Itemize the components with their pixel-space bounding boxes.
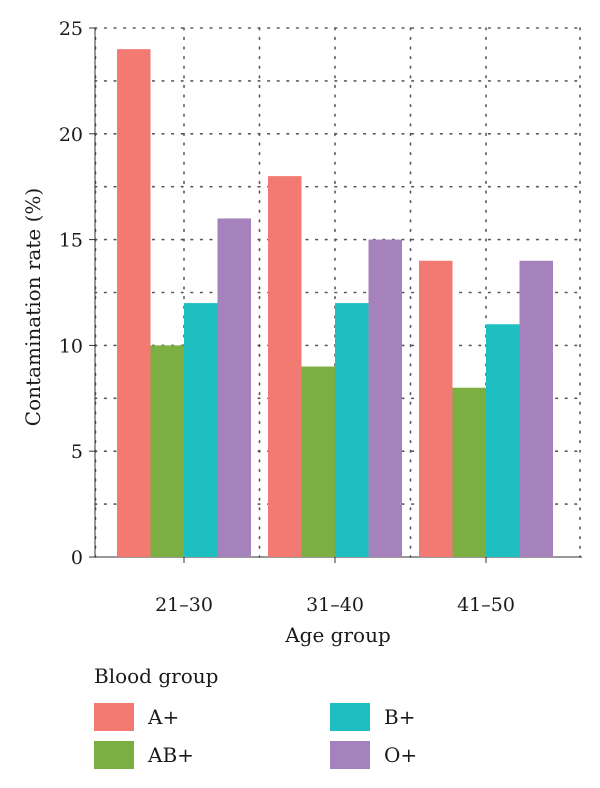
x-tick-label: 31–40 (306, 594, 364, 616)
y-tick-label: 20 (59, 124, 83, 146)
x-tick-label: 41–50 (457, 594, 515, 616)
bar-opos-2 (368, 239, 402, 557)
x-axis-label: Age group (284, 623, 391, 647)
y-axis-label: Contamination rate (%) (21, 188, 45, 426)
bar-apos-3 (419, 260, 453, 557)
legend-swatch (94, 703, 134, 731)
y-tick-label: 5 (71, 441, 83, 463)
bar-abpos-3 (452, 387, 486, 557)
bar-opos-3 (519, 260, 553, 557)
y-tick-label: 0 (71, 547, 83, 569)
legend-label: B+ (384, 705, 416, 729)
x-tick-labels: 21–30 31–40 41–50 (155, 557, 515, 616)
bar-bpos-3 (486, 324, 520, 557)
y-tick-label: 10 (59, 335, 83, 357)
legend-label: O+ (384, 743, 418, 767)
y-tick-labels: 0 5 10 15 20 25 (59, 18, 95, 569)
legend: Blood group A+ AB+ B+ O+ (94, 664, 574, 784)
legend-swatch (330, 703, 370, 731)
bar-apos-2 (268, 176, 302, 557)
bars (117, 49, 553, 557)
bar-opos-1 (217, 218, 251, 557)
x-tick-label: 21–30 (155, 594, 213, 616)
bar-chart: 0 5 10 15 20 25 21–30 31–40 41–50 Age group Con… (21, 18, 583, 647)
legend-swatch (330, 741, 370, 769)
legend-item: B+ (330, 702, 415, 732)
y-tick-label: 25 (59, 18, 83, 40)
bar-apos-1 (117, 49, 151, 557)
legend-title: Blood group (94, 664, 219, 688)
legend-swatch (94, 741, 134, 769)
legend-item: A+ (94, 702, 179, 732)
y-tick-label: 15 (59, 230, 83, 252)
bar-abpos-2 (301, 366, 335, 557)
legend-item: AB+ (94, 740, 194, 770)
legend-label: AB+ (148, 743, 194, 767)
legend-item: O+ (330, 740, 417, 770)
bar-abpos-1 (150, 345, 184, 557)
bar-bpos-2 (335, 303, 369, 557)
bar-bpos-1 (184, 303, 218, 557)
legend-label: A+ (148, 705, 180, 729)
